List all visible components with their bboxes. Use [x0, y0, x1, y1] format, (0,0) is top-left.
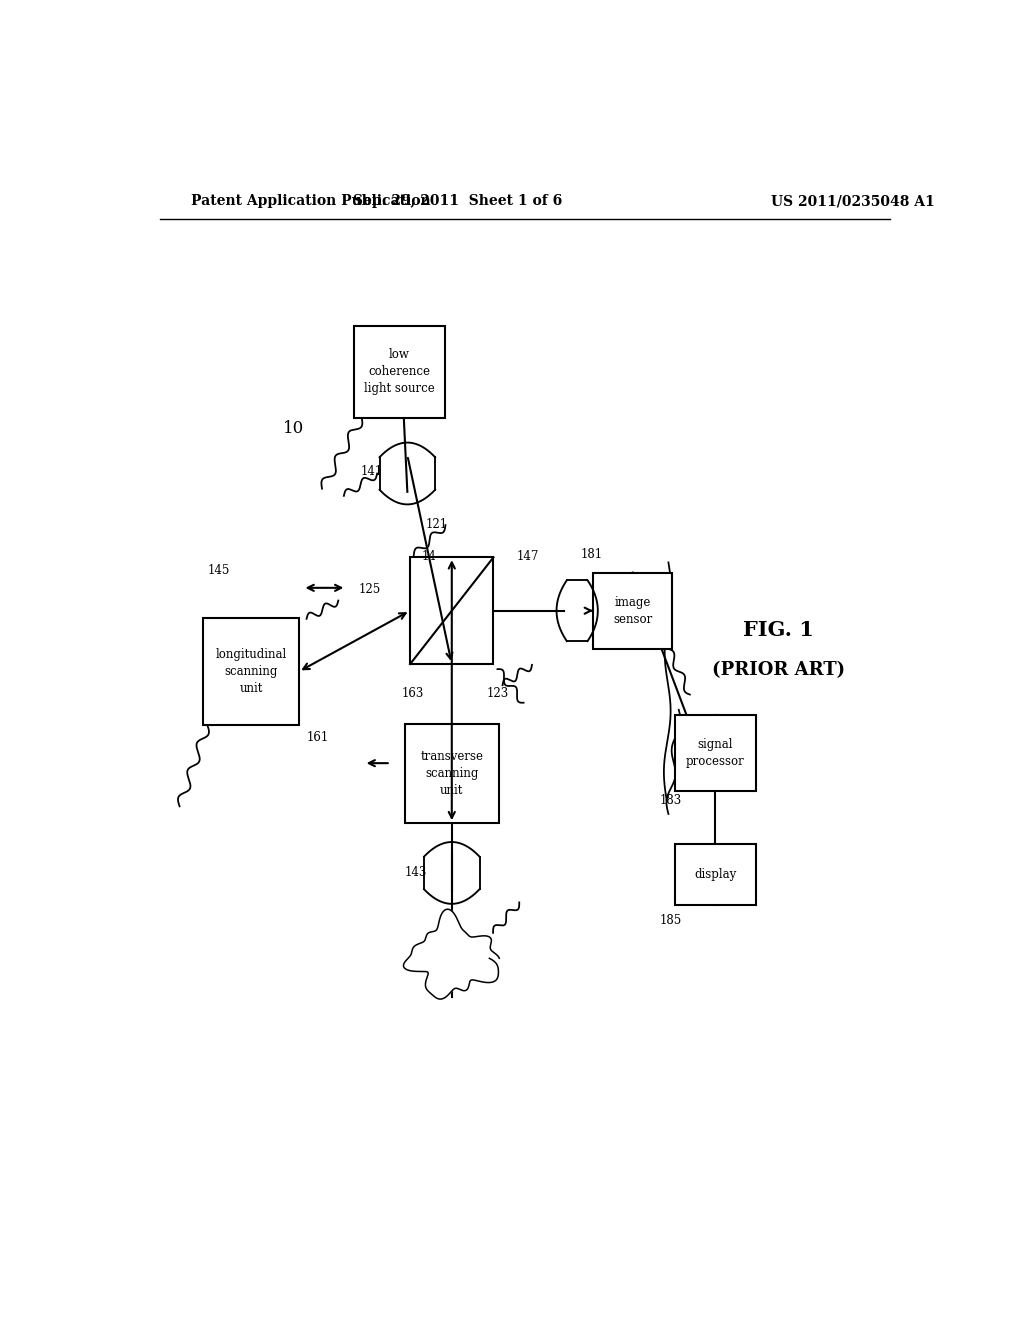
- Text: Sep. 29, 2011  Sheet 1 of 6: Sep. 29, 2011 Sheet 1 of 6: [352, 194, 562, 209]
- Text: 181: 181: [581, 548, 602, 561]
- Text: 161: 161: [306, 731, 329, 744]
- Text: 14: 14: [422, 550, 436, 564]
- Text: 141: 141: [360, 465, 383, 478]
- Text: 125: 125: [358, 583, 380, 595]
- Text: 185: 185: [659, 915, 682, 927]
- Text: 143: 143: [404, 866, 427, 879]
- Text: 17: 17: [481, 973, 496, 986]
- Text: display: display: [694, 869, 736, 882]
- Text: 147: 147: [517, 550, 540, 564]
- Polygon shape: [403, 909, 500, 999]
- Text: 163: 163: [401, 686, 424, 700]
- Text: transverse
scanning
unit: transverse scanning unit: [420, 750, 483, 797]
- Text: 183: 183: [659, 795, 682, 808]
- Text: longitudinal
scanning
unit: longitudinal scanning unit: [215, 648, 287, 696]
- Text: image
sensor: image sensor: [613, 595, 652, 626]
- Bar: [404, 723, 499, 824]
- Text: signal
processor: signal processor: [686, 738, 744, 768]
- Text: 10: 10: [283, 420, 304, 437]
- Text: Patent Application Publication: Patent Application Publication: [191, 194, 431, 209]
- Text: 121: 121: [426, 517, 447, 531]
- Text: 145: 145: [207, 564, 229, 577]
- Text: 123: 123: [486, 686, 509, 700]
- Bar: [675, 845, 756, 906]
- Text: FIG. 1: FIG. 1: [743, 620, 814, 640]
- Bar: [411, 557, 494, 664]
- Text: low
coherence
light source: low coherence light source: [365, 348, 435, 396]
- Bar: [353, 326, 445, 417]
- Text: US 2011/0235048 A1: US 2011/0235048 A1: [771, 194, 935, 209]
- Bar: [593, 573, 673, 649]
- Text: (PRIOR ART): (PRIOR ART): [712, 661, 846, 678]
- Bar: [675, 715, 756, 791]
- Bar: [204, 618, 299, 725]
